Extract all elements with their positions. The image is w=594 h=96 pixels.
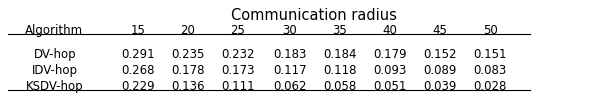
Text: Communication radius: Communication radius: [231, 8, 397, 23]
Text: 0.028: 0.028: [473, 80, 507, 93]
Text: Algorithm: Algorithm: [25, 24, 83, 37]
Text: 0.268: 0.268: [121, 64, 155, 77]
Text: 0.151: 0.151: [473, 48, 507, 61]
Text: 0.291: 0.291: [121, 48, 155, 61]
Text: 30: 30: [283, 24, 298, 37]
Text: 0.083: 0.083: [473, 64, 507, 77]
Text: 0.039: 0.039: [424, 80, 457, 93]
Text: IDV-hop: IDV-hop: [32, 64, 78, 77]
Text: KSDV-hop: KSDV-hop: [26, 80, 84, 93]
Text: DV-hop: DV-hop: [34, 48, 76, 61]
Text: 0.184: 0.184: [323, 48, 357, 61]
Text: 0.058: 0.058: [323, 80, 356, 93]
Text: 0.093: 0.093: [373, 64, 407, 77]
Text: 0.111: 0.111: [221, 80, 255, 93]
Text: 0.173: 0.173: [221, 64, 255, 77]
Text: 0.051: 0.051: [373, 80, 407, 93]
Text: 25: 25: [230, 24, 245, 37]
Text: 0.232: 0.232: [221, 48, 255, 61]
Text: 0.062: 0.062: [273, 80, 307, 93]
Text: 0.229: 0.229: [121, 80, 155, 93]
Text: 35: 35: [333, 24, 347, 37]
Text: 0.235: 0.235: [171, 48, 205, 61]
Text: 0.118: 0.118: [323, 64, 357, 77]
Text: 0.089: 0.089: [424, 64, 457, 77]
Text: 0.117: 0.117: [273, 64, 307, 77]
Text: 0.179: 0.179: [373, 48, 407, 61]
Text: 50: 50: [482, 24, 497, 37]
Text: 0.178: 0.178: [171, 64, 205, 77]
Text: 0.152: 0.152: [424, 48, 457, 61]
Text: 40: 40: [383, 24, 397, 37]
Text: 0.183: 0.183: [273, 48, 307, 61]
Text: 15: 15: [131, 24, 146, 37]
Text: 0.136: 0.136: [171, 80, 205, 93]
Text: 20: 20: [181, 24, 195, 37]
Text: 45: 45: [432, 24, 447, 37]
